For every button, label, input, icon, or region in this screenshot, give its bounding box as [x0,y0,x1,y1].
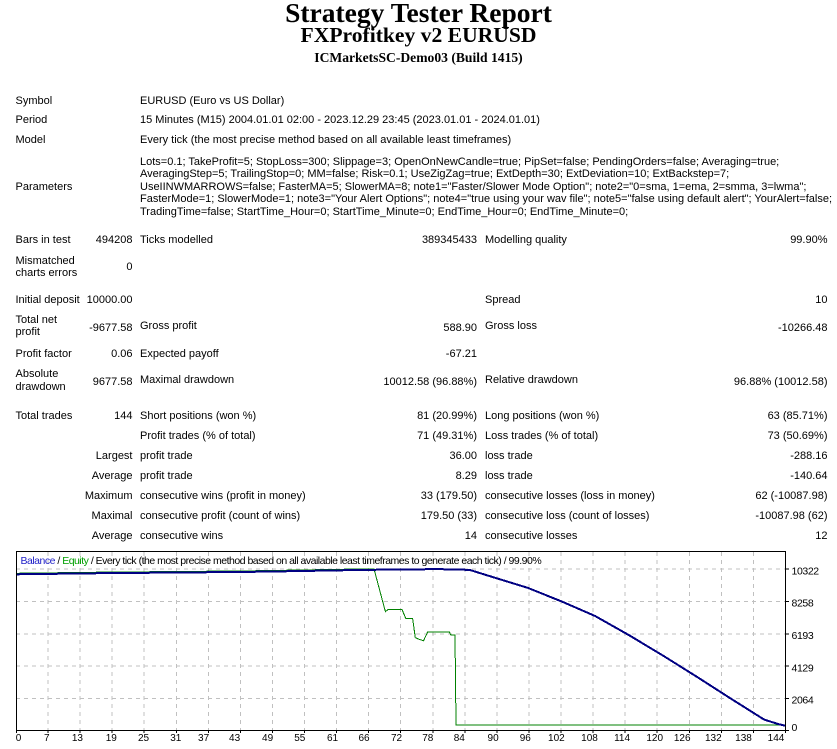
svg-text:120: 120 [646,733,663,744]
svg-text:55: 55 [294,733,306,744]
svg-text:37: 37 [198,733,210,744]
svg-text:0: 0 [792,722,798,734]
svg-text:Balance / Equity / Every tick: Balance / Equity / Every tick (the most … [21,555,542,567]
svg-text:66: 66 [358,733,370,744]
svg-text:61: 61 [327,733,339,744]
svg-text:90: 90 [488,733,500,744]
svg-text:0: 0 [16,733,22,744]
svg-text:84: 84 [454,733,466,744]
svg-text:13: 13 [72,733,84,744]
svg-text:25: 25 [138,733,150,744]
svg-text:78: 78 [422,733,434,744]
svg-text:96: 96 [520,733,532,744]
svg-text:7: 7 [44,733,50,744]
svg-text:132: 132 [705,733,722,744]
svg-text:126: 126 [674,733,691,744]
svg-text:114: 114 [614,733,630,744]
svg-text:49: 49 [262,733,274,744]
svg-text:144: 144 [768,733,785,744]
svg-text:10322: 10322 [792,565,820,577]
svg-text:43: 43 [229,733,241,744]
svg-text:138: 138 [735,733,752,744]
svg-text:2064: 2064 [792,695,814,707]
svg-text:102: 102 [548,733,565,744]
svg-text:4129: 4129 [792,662,814,674]
svg-text:31: 31 [170,733,182,744]
svg-text:8258: 8258 [792,598,814,610]
svg-text:6193: 6193 [792,630,814,642]
svg-text:108: 108 [581,733,598,744]
svg-text:19: 19 [106,733,118,744]
svg-text:72: 72 [391,733,403,744]
